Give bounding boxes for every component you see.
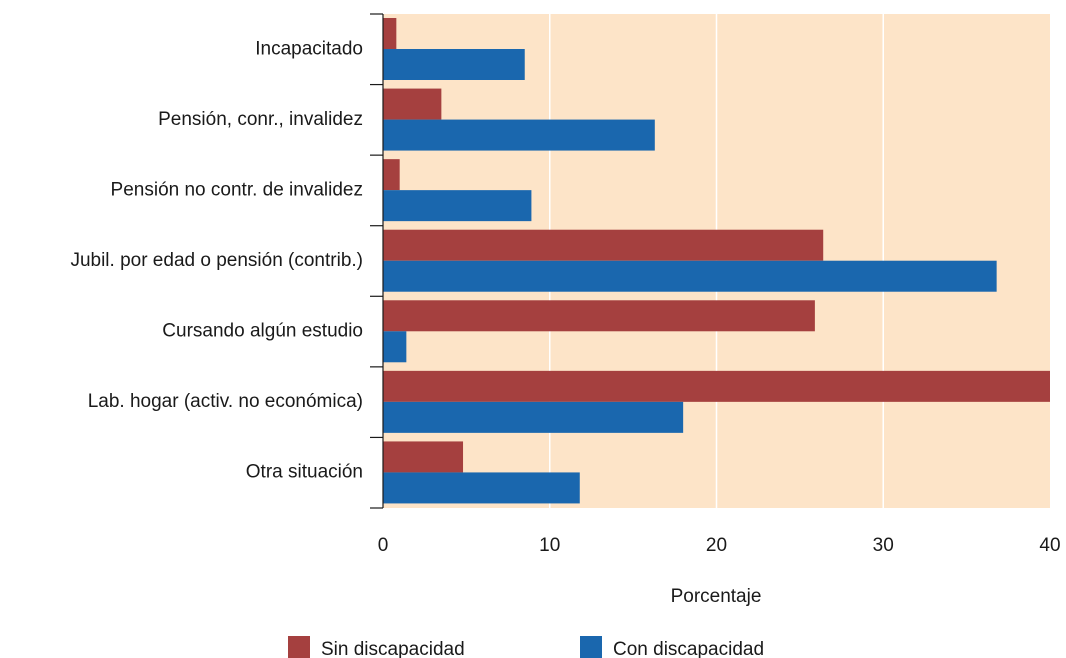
x-tick-label: 10 [539, 535, 560, 556]
x-tick-label: 20 [706, 535, 727, 556]
bar [383, 441, 464, 473]
y-tick-label: Otra situación [246, 462, 363, 483]
x-tick-label: 0 [378, 535, 389, 556]
y-tick-label: Pensión, conr., invalidez [158, 109, 363, 130]
legend-swatch [288, 636, 310, 658]
bar [383, 401, 684, 433]
y-tick-label: Incapacitado [255, 38, 363, 59]
bar [383, 88, 442, 120]
y-tick-label: Jubil. por edad o pensión (contrib.) [70, 250, 363, 271]
bar [383, 260, 997, 292]
legend-label: Con discapacidad [613, 639, 764, 658]
bar [383, 300, 815, 332]
bar [383, 49, 525, 80]
bar [383, 190, 532, 222]
legend-label: Sin discapacidad [321, 639, 465, 658]
bar [383, 370, 1050, 402]
y-tick-label: Cursando algún estudio [162, 321, 363, 342]
y-tick-label: Pensión no contr. de invalidez [111, 179, 363, 200]
x-tick-label: 40 [1039, 535, 1060, 556]
bar [383, 229, 824, 261]
bar [383, 331, 407, 363]
bar [383, 119, 655, 151]
legend-swatch [580, 636, 602, 658]
y-tick-label: Lab. hogar (activ. no económica) [88, 391, 363, 412]
x-axis-label: Porcentaje [671, 586, 762, 607]
x-tick-label: 30 [873, 535, 894, 556]
bar [383, 159, 400, 191]
bar [383, 472, 580, 504]
bar [383, 18, 397, 49]
